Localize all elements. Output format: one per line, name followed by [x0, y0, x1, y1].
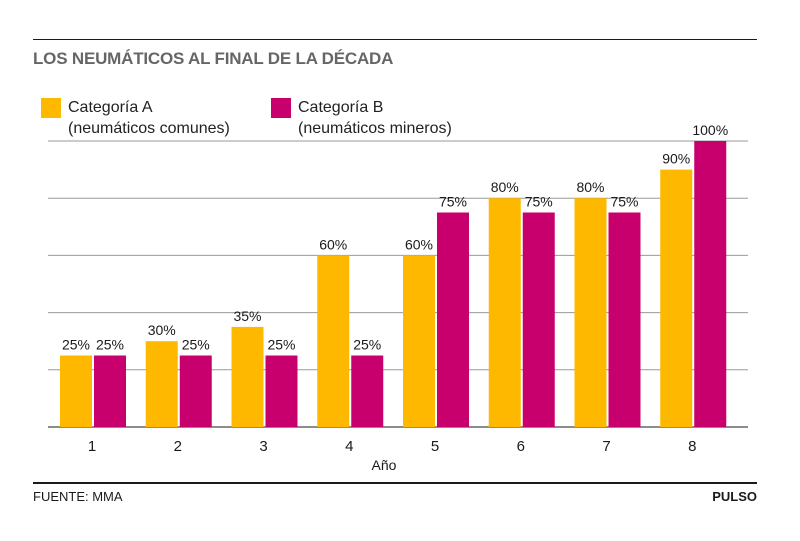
data-label: 25%: [96, 337, 124, 353]
x-tick-label: 2: [174, 438, 182, 455]
data-label: 60%: [405, 236, 433, 252]
legend-item-category-b: Categoría B (neumáticos mineros): [271, 97, 452, 139]
bar-series-b: [608, 212, 641, 427]
data-label: 75%: [439, 194, 467, 210]
legend-label-a-line2: (neumáticos comunes): [68, 120, 230, 137]
legend-label-a-line1: Categoría A: [68, 99, 153, 116]
legend-swatch-b: [271, 98, 291, 118]
data-label: 25%: [353, 337, 381, 353]
legend-item-category-a: Categoría A (neumáticos comunes): [41, 97, 230, 139]
bar-series-a: [231, 326, 264, 427]
data-label: 25%: [182, 337, 210, 353]
data-label: 25%: [267, 337, 295, 353]
bar-series-b: [437, 212, 469, 427]
x-tick-label: 1: [88, 438, 96, 455]
x-tick-label: 8: [688, 438, 696, 455]
data-label: 25%: [62, 337, 90, 353]
legend-label-b-line2: (neumáticos mineros): [298, 120, 452, 137]
x-tick-label: 7: [602, 438, 610, 455]
data-label: 75%: [610, 194, 638, 210]
bar-series-b: [522, 212, 555, 427]
bar-series-a: [145, 341, 178, 427]
legend-label-a: Categoría A (neumáticos comunes): [68, 97, 230, 139]
chart-title: LOS NEUMÁTICOS AL FINAL DE LA DÉCADA: [33, 49, 394, 68]
bar-series-b: [179, 355, 212, 427]
legend-label-b-line1: Categoría B: [298, 99, 384, 116]
data-label: 80%: [491, 179, 519, 195]
data-label: 30%: [148, 322, 176, 338]
bar-series-a: [574, 198, 607, 427]
top-rule: [33, 39, 757, 40]
bar-series-a: [317, 255, 350, 427]
data-label: 100%: [692, 122, 728, 138]
bar-series-b: [694, 141, 727, 427]
source-note: FUENTE: MMA: [33, 489, 123, 504]
data-label: 75%: [525, 194, 553, 210]
x-tick-label: 6: [517, 438, 525, 455]
brand-logo: PULSO: [712, 489, 757, 504]
bar-series-b: [351, 355, 384, 427]
x-axis-label: Año: [372, 457, 397, 473]
bar-series-b: [265, 355, 298, 427]
legend-swatch-a: [41, 98, 61, 118]
data-label: 60%: [319, 236, 347, 252]
data-label: 80%: [576, 179, 604, 195]
data-label: 35%: [233, 308, 261, 324]
x-tick-label: 3: [259, 438, 267, 455]
bottom-rule: [33, 482, 757, 484]
data-label: 90%: [662, 151, 690, 167]
legend-label-b: Categoría B (neumáticos mineros): [298, 97, 452, 139]
x-tick-label: 4: [345, 438, 353, 455]
bar-series-a: [403, 255, 435, 427]
bar-series-a: [660, 169, 693, 427]
bar-series-b: [94, 355, 126, 427]
x-tick-label: 5: [431, 438, 439, 455]
bar-series-a: [488, 198, 521, 427]
bar-series-a: [60, 355, 92, 427]
